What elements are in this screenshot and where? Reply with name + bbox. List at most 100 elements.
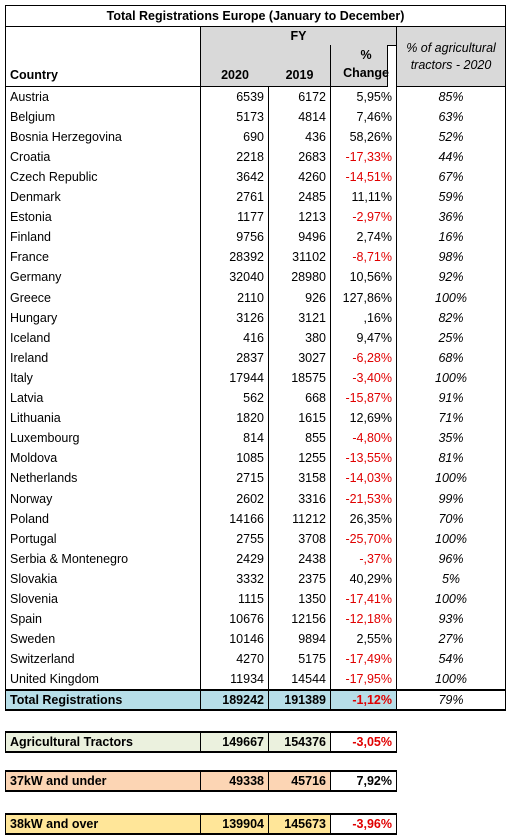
country: Italy (5, 367, 201, 389)
country: Poland (5, 508, 201, 530)
cell: 100% (396, 588, 506, 610)
cell: -25,70% (330, 528, 397, 550)
cell: 2375 (268, 568, 331, 590)
cell: 71% (396, 407, 506, 429)
country: Ireland (5, 347, 201, 369)
summary-label: Agricultural Tractors (5, 731, 201, 753)
cell: -8,71% (330, 246, 397, 268)
cell: 5,95% (330, 86, 397, 108)
cell: 2218 (200, 146, 269, 168)
cell: 27% (396, 628, 506, 650)
cell: 3332 (200, 568, 269, 590)
country: Czech Republic (5, 166, 201, 188)
cell: 59% (396, 186, 506, 208)
cell: 4270 (200, 648, 269, 670)
cell: 99% (396, 488, 506, 510)
country: Switzerland (5, 648, 201, 670)
cell: 11212 (268, 508, 331, 530)
country: Germany (5, 266, 201, 288)
title: Total Registrations Europe (January to D… (5, 5, 506, 27)
cell: -14,03% (330, 467, 397, 489)
header-2020: 2020 (200, 45, 269, 87)
cell: 2429 (200, 548, 269, 570)
total-cell: 79% (396, 689, 506, 711)
cell: -17,49% (330, 648, 397, 670)
cell: 36% (396, 206, 506, 228)
cell: -15,87% (330, 387, 397, 409)
cell: 926 (268, 287, 331, 309)
header-change: % Change (330, 45, 389, 87)
cell: 93% (396, 608, 506, 630)
summary-cell: -3,05% (330, 731, 397, 753)
cell: 100% (396, 668, 506, 690)
cell: 3027 (268, 347, 331, 369)
country: Portugal (5, 528, 201, 550)
cell: 668 (268, 387, 331, 409)
country: Luxembourg (5, 427, 201, 449)
cell: 70% (396, 508, 506, 530)
cell: 2755 (200, 528, 269, 550)
cell: 3126 (200, 307, 269, 329)
cell: 2438 (268, 548, 331, 570)
cell: 4814 (268, 106, 331, 128)
cell: 127,86% (330, 287, 397, 309)
cell: -4,80% (330, 427, 397, 449)
cell: 3708 (268, 528, 331, 550)
summary-label: 38kW and over (5, 813, 201, 835)
country: Netherlands (5, 467, 201, 489)
cell: 3316 (268, 488, 331, 510)
total-label: Total Registrations (5, 689, 201, 711)
cell: 416 (200, 327, 269, 349)
cell: 44% (396, 146, 506, 168)
cell: 6539 (200, 86, 269, 108)
cell: -17,41% (330, 588, 397, 610)
country: Iceland (5, 327, 201, 349)
cell: 14166 (200, 508, 269, 530)
cell: 31102 (268, 246, 331, 268)
cell: 10676 (200, 608, 269, 630)
country: Greece (5, 287, 201, 309)
country: Spain (5, 608, 201, 630)
cell: 2837 (200, 347, 269, 369)
cell: 100% (396, 287, 506, 309)
cell: 10146 (200, 628, 269, 650)
country: Moldova (5, 447, 201, 469)
cell: 1820 (200, 407, 269, 429)
cell: 18575 (268, 367, 331, 389)
cell: 100% (396, 467, 506, 489)
cell: 9756 (200, 226, 269, 248)
cell: 1085 (200, 447, 269, 469)
cell: 32040 (200, 266, 269, 288)
header-country: Country (5, 26, 201, 87)
country: Sweden (5, 628, 201, 650)
cell: 35% (396, 427, 506, 449)
cell: 98% (396, 246, 506, 268)
cell: 96% (396, 548, 506, 570)
country: Slovakia (5, 568, 201, 590)
cell: 9894 (268, 628, 331, 650)
cell: 2110 (200, 287, 269, 309)
cell: 14544 (268, 668, 331, 690)
cell: 9,47% (330, 327, 397, 349)
country: Serbia & Montenegro (5, 548, 201, 570)
cell: 52% (396, 126, 506, 148)
cell: 54% (396, 648, 506, 670)
cell: 9496 (268, 226, 331, 248)
cell: 17944 (200, 367, 269, 389)
cell: 690 (200, 126, 269, 148)
cell: 3121 (268, 307, 331, 329)
country: United Kingdom (5, 668, 201, 690)
cell: -17,33% (330, 146, 397, 168)
cell: 2,55% (330, 628, 397, 650)
cell: 25% (396, 327, 506, 349)
summary-cell: 154376 (268, 731, 331, 753)
cell: 85% (396, 86, 506, 108)
country: Belgium (5, 106, 201, 128)
cell: 10,56% (330, 266, 397, 288)
cell: -6,28% (330, 347, 397, 369)
cell: 855 (268, 427, 331, 449)
cell: 92% (396, 266, 506, 288)
country: Norway (5, 488, 201, 510)
cell: 6172 (268, 86, 331, 108)
